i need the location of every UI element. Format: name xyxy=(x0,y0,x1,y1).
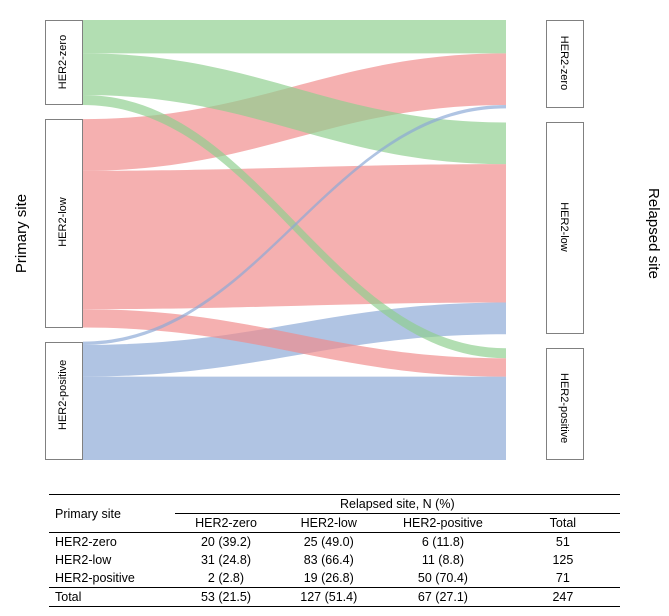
relapsed-site-axis-label: Relapsed site xyxy=(645,188,662,279)
table-cell: 2 (2.8) xyxy=(175,569,278,588)
table-cell: 11 (8.8) xyxy=(380,551,506,569)
table-span-header: Relapsed site, N (%) xyxy=(175,495,620,514)
sankey-flow-low-to-low xyxy=(83,164,506,309)
table-cell: 20 (39.2) xyxy=(175,533,278,552)
table-column-header: HER2-zero xyxy=(175,514,278,533)
table-cell: 247 xyxy=(506,588,620,607)
sankey-flow-positive-to-positive xyxy=(83,377,506,460)
table-column-header: Total xyxy=(506,514,620,533)
sankey-chart xyxy=(40,20,629,460)
table-corner-label: Primary site xyxy=(49,495,175,533)
node-label-primary-zero: HER2-zero xyxy=(57,32,69,92)
table-cell: 125 xyxy=(506,551,620,569)
table-row: Total53 (21.5)127 (51.4)67 (27.1)247 xyxy=(49,588,620,607)
table-cell: 83 (66.4) xyxy=(277,551,380,569)
figure-container: Primary site Relapsed site HER2-zeroHER2… xyxy=(0,0,669,616)
table-column-header: HER2-positive xyxy=(380,514,506,533)
table-cell: 50 (70.4) xyxy=(380,569,506,588)
table-body: HER2-zero20 (39.2)25 (49.0)6 (11.8)51HER… xyxy=(49,533,620,607)
table-row-label: HER2-low xyxy=(49,551,175,569)
table-cell: 51 xyxy=(506,533,620,552)
node-label-primary-positive: HER2-positive xyxy=(57,370,69,430)
table-row-label: Total xyxy=(49,588,175,607)
table-cell: 71 xyxy=(506,569,620,588)
table-row-label: HER2-positive xyxy=(49,569,175,588)
node-label-relapsed-low: HER2-low xyxy=(558,197,570,257)
table-row: HER2-low31 (24.8)83 (66.4)11 (8.8)125 xyxy=(49,551,620,569)
table-cell: 19 (26.8) xyxy=(277,569,380,588)
table-column-header: HER2-low xyxy=(277,514,380,533)
table-cell: 127 (51.4) xyxy=(277,588,380,607)
summary-table: Primary site Relapsed site, N (%) HER2-z… xyxy=(49,494,620,607)
table-cell: 6 (11.8) xyxy=(380,533,506,552)
node-label-relapsed-positive: HER2-positive xyxy=(558,373,570,433)
table-cell: 25 (49.0) xyxy=(277,533,380,552)
primary-site-axis-label: Primary site xyxy=(13,194,30,273)
table-row: HER2-positive2 (2.8)19 (26.8)50 (70.4)71 xyxy=(49,569,620,588)
table-row: HER2-zero20 (39.2)25 (49.0)6 (11.8)51 xyxy=(49,533,620,552)
table-row-label: HER2-zero xyxy=(49,533,175,552)
table-cell: 53 (21.5) xyxy=(175,588,278,607)
node-label-primary-low: HER2-low xyxy=(57,192,69,252)
sankey-flow-zero-to-zero xyxy=(83,20,506,53)
table-cell: 67 (27.1) xyxy=(380,588,506,607)
table-cell: 31 (24.8) xyxy=(175,551,278,569)
node-label-relapsed-zero: HER2-zero xyxy=(558,33,570,93)
